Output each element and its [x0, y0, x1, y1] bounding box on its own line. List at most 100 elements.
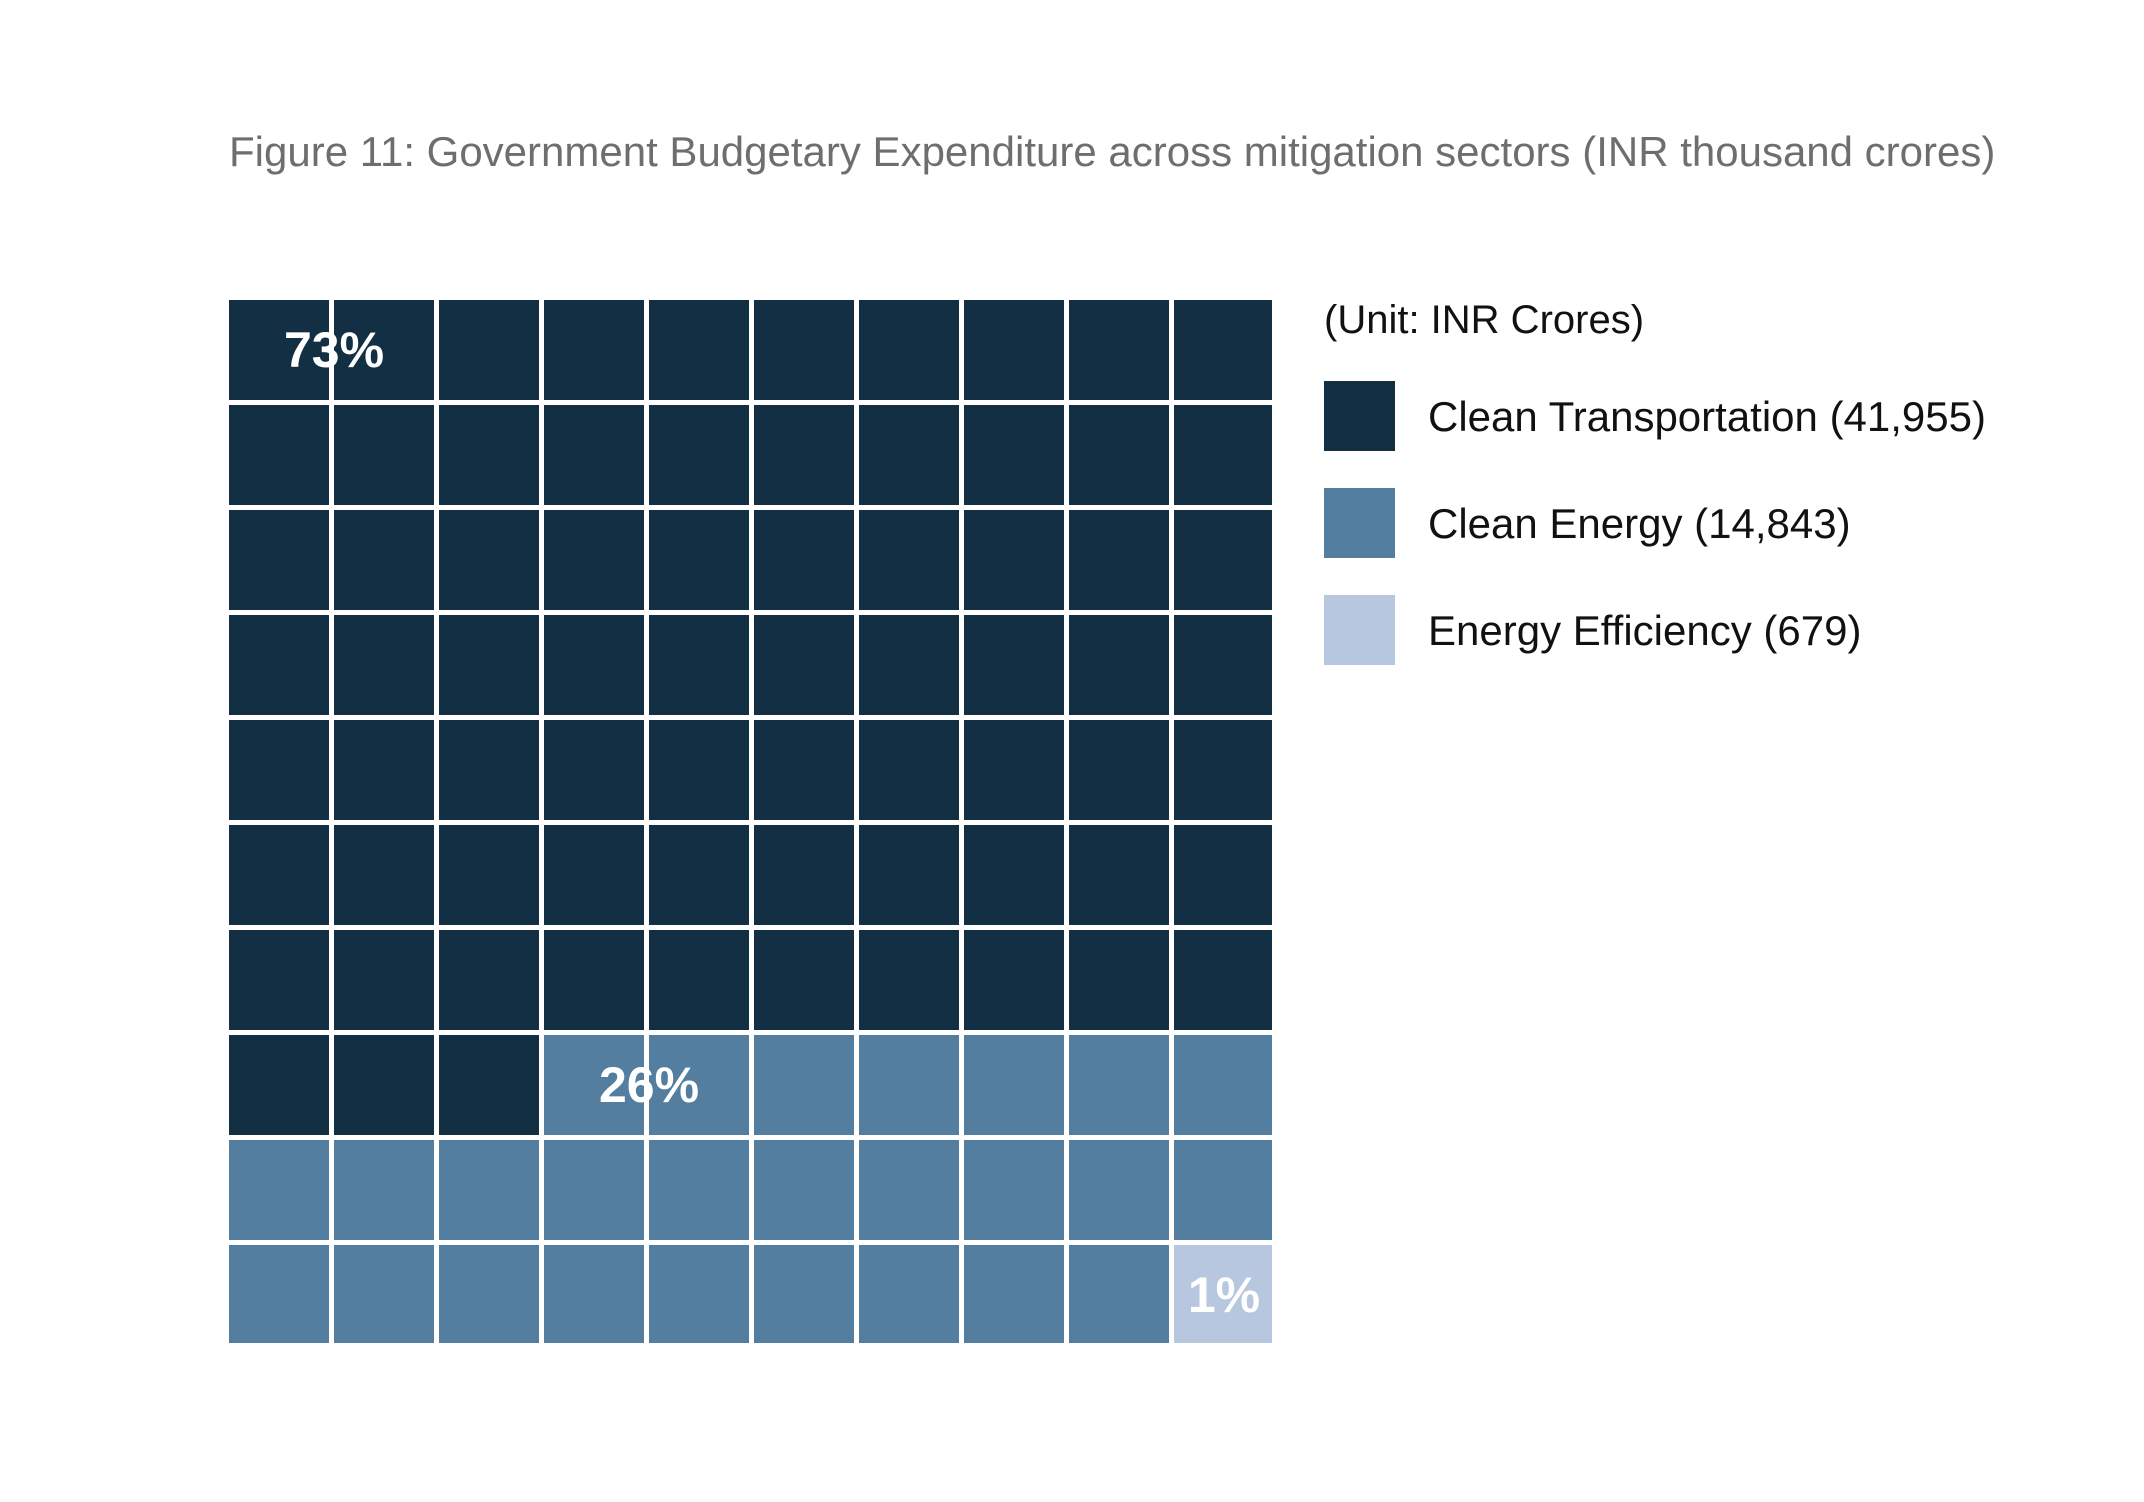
- waffle-square-clean-transportation: [1174, 720, 1272, 820]
- waffle-square-clean-transportation: [1069, 300, 1169, 400]
- waffle-square-clean-transportation: [649, 405, 749, 505]
- waffle-square-clean-transportation: [334, 510, 434, 610]
- waffle-square-clean-transportation: [1174, 615, 1272, 715]
- waffle-square-clean-transportation: [649, 825, 749, 925]
- waffle-square-clean-transportation: [649, 615, 749, 715]
- waffle-square-clean-energy: [544, 1245, 644, 1343]
- waffle-square-clean-energy: [964, 1140, 1064, 1240]
- waffle-square-clean-transportation: [1069, 720, 1169, 820]
- waffle-square-clean-transportation: [1174, 405, 1272, 505]
- chart-title: Figure 11: Government Budgetary Expendit…: [229, 128, 1995, 176]
- waffle-square-clean-transportation: [544, 405, 644, 505]
- waffle-square-clean-transportation: [649, 510, 749, 610]
- waffle-square-clean-transportation: [964, 510, 1064, 610]
- waffle-square-clean-energy: [754, 1035, 854, 1135]
- waffle-square-clean-transportation: [1174, 825, 1272, 925]
- legend-label-energy-efficiency: Energy Efficiency (679): [1428, 607, 1861, 655]
- waffle-square-clean-energy: [964, 1245, 1064, 1343]
- waffle-square-clean-transportation: [544, 825, 644, 925]
- waffle-square-clean-transportation: [859, 825, 959, 925]
- waffle-square-clean-energy: [1069, 1140, 1169, 1240]
- waffle-square-clean-transportation: [439, 510, 539, 610]
- waffle-square-clean-transportation: [229, 720, 329, 820]
- waffle-square-clean-energy: [754, 1140, 854, 1240]
- waffle-square-clean-transportation: [1174, 300, 1272, 400]
- percent-label-energy-efficiency: 1%: [1188, 1267, 1260, 1323]
- waffle-square-clean-energy: [859, 1140, 959, 1240]
- waffle-square-clean-transportation: [334, 825, 434, 925]
- waffle-square-clean-transportation: [229, 1035, 329, 1135]
- waffle-square-clean-energy: [1174, 1035, 1272, 1135]
- waffle-square-clean-transportation: [859, 930, 959, 1030]
- legend-swatch-energy-efficiency: [1324, 595, 1395, 665]
- waffle-square-clean-transportation: [544, 720, 644, 820]
- waffle-square-clean-energy: [334, 1140, 434, 1240]
- waffle-square-clean-transportation: [964, 300, 1064, 400]
- unit-label: (Unit: INR Crores): [1324, 298, 1644, 343]
- waffle-square-clean-transportation: [964, 405, 1064, 505]
- waffle-square-clean-transportation: [439, 825, 539, 925]
- waffle-square-clean-transportation: [964, 825, 1064, 925]
- waffle-square-clean-transportation: [1069, 825, 1169, 925]
- waffle-square-clean-transportation: [334, 1035, 434, 1135]
- waffle-square-clean-transportation: [334, 930, 434, 1030]
- waffle-square-clean-transportation: [439, 405, 539, 505]
- waffle-square-clean-transportation: [1069, 405, 1169, 505]
- waffle-square-clean-transportation: [229, 615, 329, 715]
- waffle-square-clean-transportation: [544, 300, 644, 400]
- legend-label-clean-transportation: Clean Transportation (41,955): [1428, 393, 1986, 441]
- waffle-square-clean-energy: [859, 1035, 959, 1135]
- waffle-square-clean-energy: [649, 1245, 749, 1343]
- waffle-square-clean-transportation: [859, 300, 959, 400]
- waffle-square-clean-transportation: [754, 930, 854, 1030]
- waffle-square-clean-energy: [964, 1035, 1064, 1135]
- waffle-square-clean-transportation: [229, 510, 329, 610]
- waffle-square-clean-transportation: [439, 300, 539, 400]
- percent-label-clean-energy: 26%: [599, 1057, 699, 1113]
- waffle-square-clean-energy: [439, 1140, 539, 1240]
- waffle-square-clean-transportation: [334, 615, 434, 715]
- waffle-square-clean-transportation: [334, 405, 434, 505]
- waffle-square-clean-energy: [229, 1245, 329, 1343]
- percent-label-clean-transportation: 73%: [284, 322, 384, 378]
- waffle-square-clean-transportation: [964, 720, 1064, 820]
- waffle-square-clean-transportation: [544, 930, 644, 1030]
- waffle-square-clean-transportation: [754, 825, 854, 925]
- waffle-square-clean-energy: [229, 1140, 329, 1240]
- waffle-square-clean-transportation: [754, 405, 854, 505]
- waffle-square-clean-transportation: [964, 930, 1064, 1030]
- waffle-square-clean-energy: [544, 1140, 644, 1240]
- waffle-square-clean-energy: [439, 1245, 539, 1343]
- waffle-square-clean-transportation: [1174, 930, 1272, 1030]
- waffle-square-clean-energy: [649, 1140, 749, 1240]
- waffle-square-clean-transportation: [964, 615, 1064, 715]
- waffle-square-clean-transportation: [229, 930, 329, 1030]
- waffle-square-clean-transportation: [439, 1035, 539, 1135]
- waffle-square-clean-transportation: [859, 405, 959, 505]
- waffle-square-clean-transportation: [754, 615, 854, 715]
- waffle-square-clean-transportation: [1069, 930, 1169, 1030]
- waffle-square-clean-energy: [1069, 1245, 1169, 1343]
- waffle-square-clean-transportation: [1069, 510, 1169, 610]
- waffle-square-clean-transportation: [649, 300, 749, 400]
- waffle-square-clean-transportation: [544, 615, 644, 715]
- waffle-square-clean-energy: [1069, 1035, 1169, 1135]
- waffle-square-clean-transportation: [439, 615, 539, 715]
- waffle-square-clean-energy: [334, 1245, 434, 1343]
- waffle-square-clean-transportation: [544, 510, 644, 610]
- waffle-square-clean-transportation: [439, 720, 539, 820]
- waffle-square-clean-transportation: [649, 720, 749, 820]
- legend-label-clean-energy: Clean Energy (14,843): [1428, 500, 1851, 548]
- waffle-square-clean-energy: [859, 1245, 959, 1343]
- legend-swatch-clean-transportation: [1324, 381, 1395, 451]
- waffle-square-clean-transportation: [1174, 510, 1272, 610]
- waffle-square-clean-energy: [1174, 1140, 1272, 1240]
- waffle-chart: 73% 26% 1%: [229, 300, 1272, 1343]
- waffle-square-clean-transportation: [229, 405, 329, 505]
- waffle-square-clean-transportation: [859, 615, 959, 715]
- waffle-square-clean-transportation: [754, 510, 854, 610]
- waffle-square-clean-transportation: [1069, 615, 1169, 715]
- waffle-square-clean-transportation: [754, 720, 854, 820]
- waffle-square-clean-transportation: [334, 720, 434, 820]
- waffle-square-clean-energy: [754, 1245, 854, 1343]
